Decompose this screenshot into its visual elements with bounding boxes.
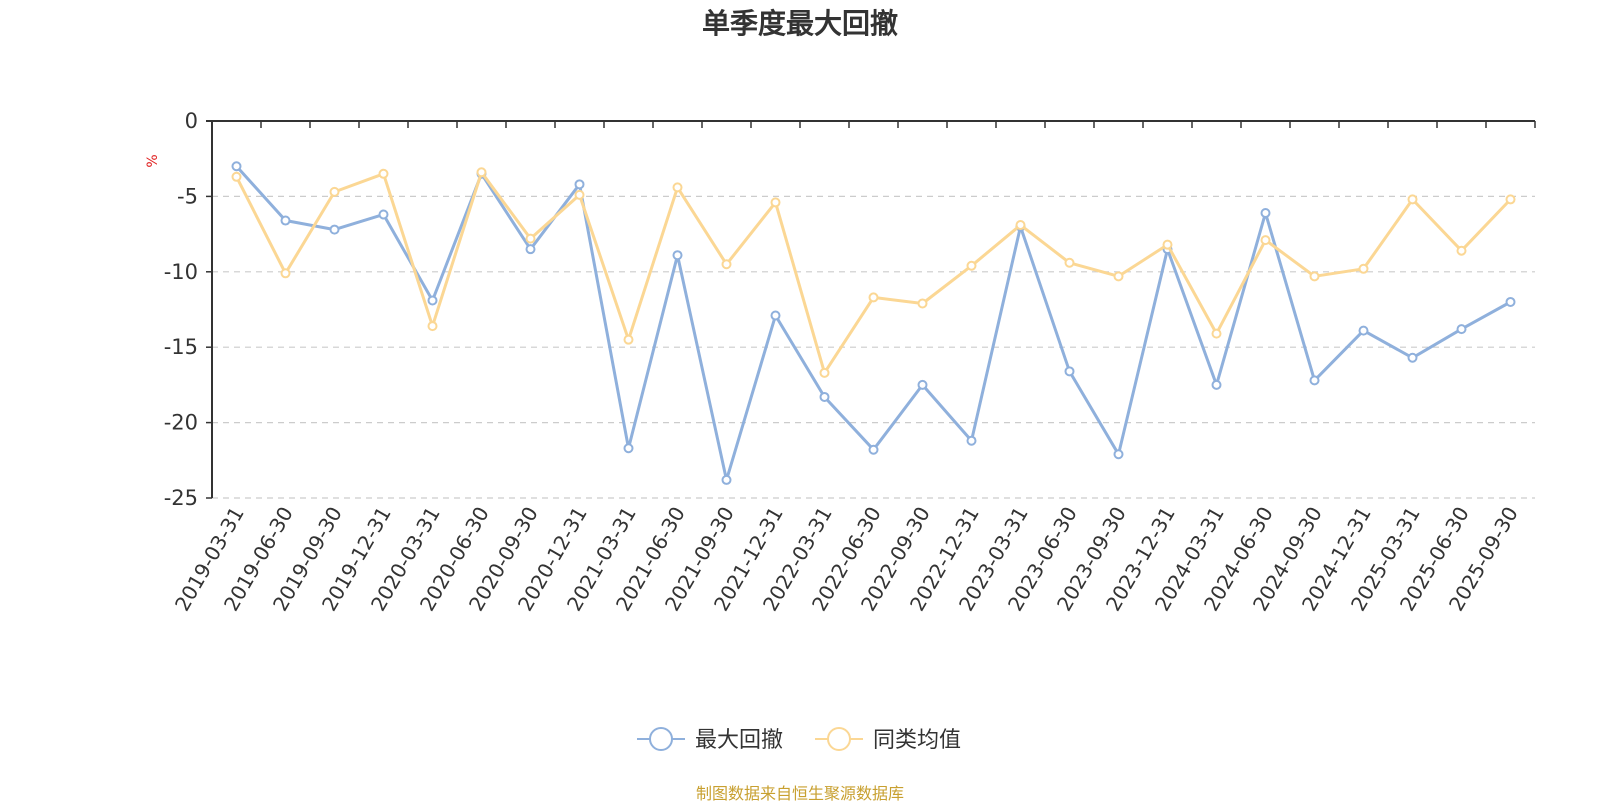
- data-point: [574, 189, 585, 200]
- data-point: [1309, 375, 1320, 386]
- data-point: [1064, 366, 1075, 377]
- series-lines: [231, 161, 1516, 485]
- data-point: [378, 168, 389, 179]
- series-line-2: [235, 170, 1512, 375]
- data-point: [280, 215, 291, 226]
- data-point: [1260, 235, 1271, 246]
- data-point: [721, 474, 732, 485]
- data-point: [231, 161, 242, 172]
- data-point: [917, 379, 928, 390]
- data-point: [1407, 194, 1418, 205]
- data-point: [378, 209, 389, 220]
- data-point: [280, 268, 291, 279]
- source-note: 制图数据来自恒生聚源数据库: [695, 784, 904, 803]
- data-point: [721, 259, 732, 270]
- legend[interactable]: 最大回撤 同类均值: [637, 727, 961, 753]
- y-tick-label: -25: [164, 486, 198, 510]
- data-point: [672, 250, 683, 261]
- data-point: [1211, 328, 1222, 339]
- data-point: [868, 292, 879, 303]
- data-point: [1260, 207, 1271, 218]
- data-point: [1456, 324, 1467, 335]
- grid-lines: [212, 195, 1535, 499]
- data-point: [1505, 194, 1516, 205]
- data-point: [623, 334, 634, 345]
- data-point: [770, 310, 781, 321]
- data-point: [672, 182, 683, 193]
- data-point: [525, 244, 536, 255]
- data-point: [574, 179, 585, 190]
- data-point: [231, 171, 242, 182]
- data-point: [1358, 263, 1369, 274]
- data-point: [1015, 220, 1026, 231]
- data-point: [623, 443, 634, 454]
- legend-marker: [827, 727, 851, 751]
- data-point: [1162, 239, 1173, 250]
- data-point: [329, 224, 340, 235]
- data-point: [525, 233, 536, 244]
- series-line-1: [235, 165, 1512, 482]
- legend-item-1[interactable]: 最大回撤: [637, 727, 783, 753]
- data-point: [1456, 245, 1467, 256]
- y-tick-label: -20: [164, 411, 198, 435]
- data-point: [427, 295, 438, 306]
- data-point: [1309, 271, 1320, 282]
- y-axis-unit-label: %: [145, 154, 161, 167]
- data-point: [1358, 325, 1369, 336]
- data-point: [1064, 257, 1075, 268]
- data-point: [476, 167, 487, 178]
- data-point: [819, 391, 830, 402]
- data-point: [770, 197, 781, 208]
- chart-title: 单季度最大回撤: [701, 7, 898, 40]
- legend-label: 最大回撤: [695, 728, 783, 753]
- legend-marker: [649, 727, 673, 751]
- legend-label: 同类均值: [873, 728, 961, 753]
- data-point: [1113, 449, 1124, 460]
- data-point: [1211, 379, 1222, 390]
- y-tick-label: -10: [164, 260, 198, 284]
- data-point: [868, 444, 879, 455]
- data-point: [819, 367, 830, 378]
- data-point: [1113, 271, 1124, 282]
- y-tick-label: 0: [185, 109, 198, 133]
- data-point: [1407, 352, 1418, 363]
- legend-item-2[interactable]: 同类均值: [815, 727, 961, 753]
- data-point: [427, 321, 438, 332]
- data-point: [1505, 296, 1516, 307]
- data-point: [966, 260, 977, 271]
- data-point: [966, 435, 977, 446]
- data-point: [329, 186, 340, 197]
- y-tick-label: -15: [164, 335, 198, 359]
- y-tick-label: -5: [177, 184, 198, 208]
- data-point: [917, 298, 928, 309]
